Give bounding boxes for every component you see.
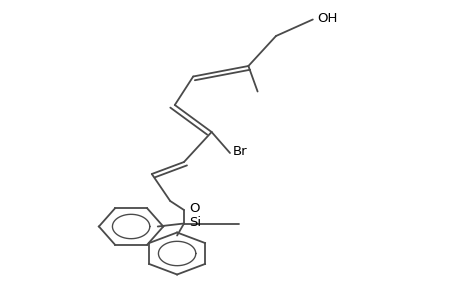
Text: O: O bbox=[189, 202, 200, 215]
Text: Si: Si bbox=[189, 216, 201, 230]
Text: OH: OH bbox=[317, 11, 337, 25]
Text: Br: Br bbox=[232, 145, 246, 158]
